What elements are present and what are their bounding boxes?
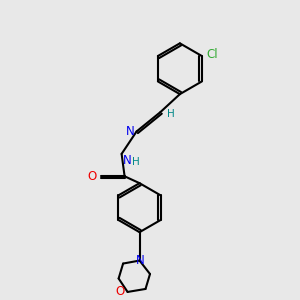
- Text: N: N: [136, 254, 145, 267]
- Text: H: H: [167, 109, 175, 118]
- Text: O: O: [88, 170, 97, 183]
- Text: O: O: [116, 285, 124, 298]
- Text: Cl: Cl: [206, 48, 218, 61]
- Text: N: N: [126, 125, 135, 138]
- Text: H: H: [132, 158, 140, 167]
- Text: N: N: [123, 154, 132, 167]
